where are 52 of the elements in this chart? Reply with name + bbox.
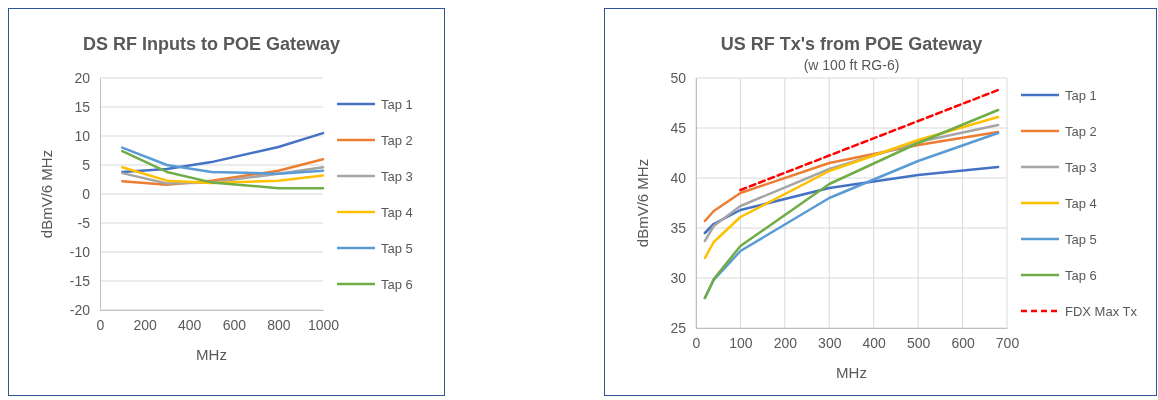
x-tick-label: 500: [906, 334, 931, 351]
y-tick-label: 20: [74, 69, 91, 86]
legend-label: Tap 3: [381, 169, 413, 184]
y-tick-label: 40: [670, 169, 687, 186]
y-tick-label: -15: [69, 272, 91, 289]
x-tick-label: 800: [267, 316, 291, 333]
y-axis-title: dBmV/6 MHz: [634, 158, 651, 248]
y-tick-label: 50: [670, 69, 687, 86]
x-tick-label: 400: [178, 316, 202, 333]
x-tick-label: 200: [773, 334, 798, 351]
legend-label: FDX Max Tx: [1065, 304, 1138, 319]
line-series: [121, 149, 325, 190]
legend-label: Tap 5: [381, 241, 413, 256]
y-tick-label: -5: [77, 214, 91, 231]
chart-title: DS RF Inputs to POE Gateway: [82, 34, 341, 54]
x-tick-label: 1000: [307, 316, 340, 333]
x-tick-label: 0: [692, 334, 701, 351]
line-series: [121, 146, 325, 175]
legend-label: Tap 1: [381, 97, 413, 112]
legend-label: Tap 2: [1065, 124, 1097, 139]
legend-label: Tap 4: [1065, 196, 1097, 211]
y-tick-label: 35: [670, 219, 687, 236]
legend-label: Tap 3: [1065, 160, 1097, 175]
y-axis-title: dBmV/6 MHz: [38, 149, 55, 239]
x-axis-title: MHz: [196, 346, 227, 363]
x-tick-label: 700: [995, 334, 1020, 351]
x-tick-label: 400: [862, 334, 887, 351]
x-tick-label: 0: [96, 316, 105, 333]
x-axis-title: MHz: [836, 364, 867, 381]
legend-label: Tap 6: [381, 277, 413, 292]
legend-label: Tap 4: [381, 205, 413, 220]
y-tick-label: 30: [670, 269, 687, 286]
y-tick-label: 10: [74, 127, 91, 144]
legend-label: Tap 1: [1065, 88, 1097, 103]
chart-subtitle: (w 100 ft RG-6): [803, 57, 900, 73]
y-tick-label: -10: [69, 243, 91, 260]
y-tick-label: 45: [670, 119, 687, 136]
x-tick-label: 300: [818, 334, 842, 351]
legend-label: Tap 5: [1065, 232, 1097, 247]
x-tick-label: 100: [729, 334, 753, 351]
y-tick-label: 15: [74, 98, 91, 115]
y-tick-label: 0: [82, 185, 91, 202]
legend-label: Tap 2: [381, 133, 413, 148]
x-tick-label: 200: [133, 316, 157, 333]
legend-label: Tap 6: [1065, 268, 1097, 283]
x-tick-label: 600: [951, 334, 975, 351]
line-series: [703, 115, 1000, 260]
chart-title: US RF Tx's from POE Gateway: [720, 34, 983, 54]
y-tick-label: 5: [82, 156, 91, 173]
x-tick-label: 600: [222, 316, 247, 333]
y-tick-label: -20: [69, 301, 91, 318]
y-tick-label: 25: [670, 319, 687, 336]
